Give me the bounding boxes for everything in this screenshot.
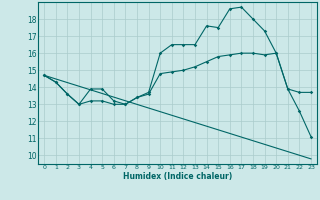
X-axis label: Humidex (Indice chaleur): Humidex (Indice chaleur) <box>123 172 232 181</box>
